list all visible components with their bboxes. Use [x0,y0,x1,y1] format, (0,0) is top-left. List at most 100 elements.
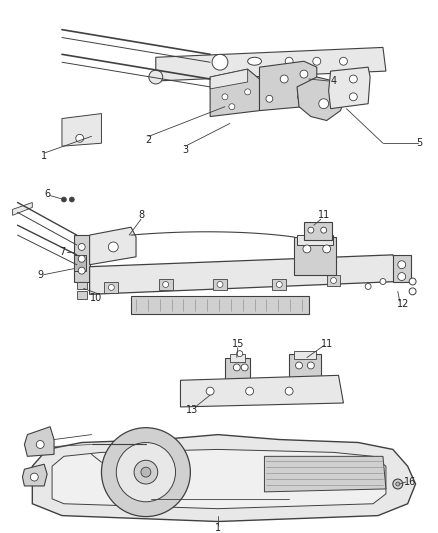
Circle shape [321,227,327,233]
Text: 5: 5 [417,138,423,148]
Polygon shape [22,464,47,486]
Text: 11: 11 [321,339,333,349]
Polygon shape [210,69,259,117]
Circle shape [162,281,169,287]
Text: 16: 16 [403,477,416,487]
Text: 2: 2 [146,135,152,146]
Bar [297,235,332,245]
Circle shape [409,288,416,295]
Bar [393,255,410,282]
Bar [289,353,321,385]
Circle shape [134,461,158,484]
Polygon shape [328,67,370,109]
Circle shape [108,242,118,252]
Text: 6: 6 [44,189,50,199]
Bar [294,237,336,274]
Circle shape [266,95,273,102]
Circle shape [78,255,85,262]
Text: 11: 11 [318,211,330,220]
Polygon shape [13,203,32,215]
Text: 4: 4 [331,76,337,86]
Text: 15: 15 [232,339,244,349]
Bar [294,351,316,359]
Bar [213,279,227,290]
Circle shape [78,244,85,251]
Bar [77,281,87,289]
Circle shape [380,279,386,285]
Circle shape [303,245,311,253]
Circle shape [285,387,293,395]
Polygon shape [90,255,398,294]
Circle shape [245,89,251,95]
Circle shape [212,54,228,70]
Circle shape [78,267,85,274]
Circle shape [69,197,74,202]
Circle shape [350,75,357,83]
Text: 12: 12 [396,299,409,309]
Circle shape [233,364,240,371]
Circle shape [307,362,314,369]
Bar [159,279,173,290]
Circle shape [102,427,191,516]
Text: 3: 3 [182,145,188,155]
Text: 7: 7 [59,247,65,257]
Circle shape [396,482,400,486]
Circle shape [350,93,357,101]
Circle shape [285,57,293,65]
Circle shape [36,441,44,448]
Circle shape [206,387,214,395]
Circle shape [149,70,162,84]
Polygon shape [156,47,386,81]
Polygon shape [259,61,317,111]
Circle shape [300,70,308,78]
Bar [272,279,286,290]
Polygon shape [25,427,54,456]
Circle shape [319,99,328,109]
Circle shape [313,57,321,65]
Bar [74,255,86,271]
Bar [77,292,87,300]
Circle shape [222,94,228,100]
Circle shape [276,281,282,287]
Polygon shape [265,456,386,492]
Circle shape [280,75,288,83]
Circle shape [323,245,331,253]
Circle shape [141,467,151,477]
Bar [131,296,309,314]
Circle shape [296,362,303,369]
Polygon shape [52,449,386,508]
Circle shape [116,442,176,502]
Text: 9: 9 [37,270,43,280]
Circle shape [331,278,336,284]
Circle shape [241,364,248,371]
Polygon shape [32,434,416,521]
Polygon shape [90,227,136,265]
Circle shape [393,479,403,489]
Circle shape [297,93,304,100]
Circle shape [217,281,223,287]
Circle shape [237,351,243,357]
Bar [104,281,118,293]
Bar [304,222,332,240]
Bar [74,235,90,282]
Circle shape [108,285,114,290]
Text: 13: 13 [186,405,198,415]
Circle shape [339,57,347,65]
Polygon shape [210,69,247,89]
Circle shape [246,387,254,395]
Bar [230,353,245,361]
Polygon shape [297,77,346,120]
Circle shape [61,197,67,202]
Circle shape [308,227,314,233]
Circle shape [409,278,416,285]
Text: 8: 8 [138,211,144,220]
Circle shape [76,134,84,142]
Bar [327,274,340,286]
Polygon shape [180,375,343,407]
Circle shape [229,104,235,110]
Polygon shape [62,114,102,146]
Bar [225,358,250,387]
Circle shape [365,284,371,289]
Circle shape [398,272,406,280]
Text: 1: 1 [215,523,221,533]
